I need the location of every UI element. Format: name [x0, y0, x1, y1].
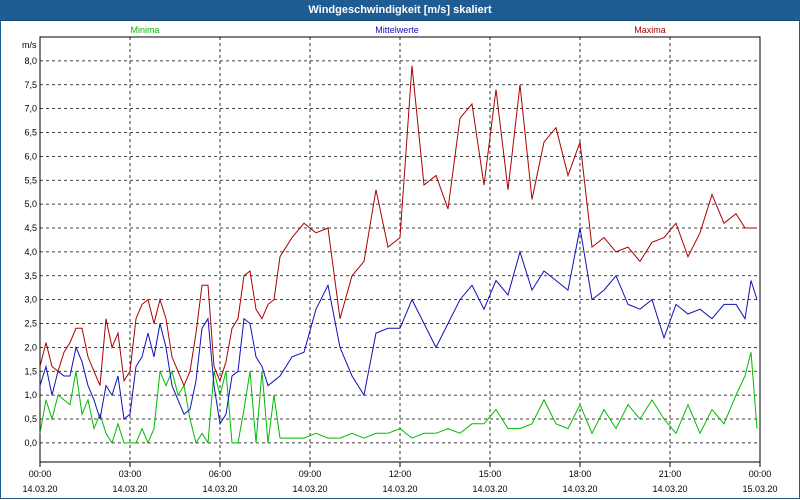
x-tick-date: 14.03.20	[292, 484, 327, 494]
x-tick-date: 14.03.20	[112, 484, 147, 494]
x-tick-date: 14.03.20	[562, 484, 597, 494]
y-tick-label: 5,0	[24, 199, 37, 209]
x-tick-time: 06:00	[209, 469, 232, 479]
x-tick-time: 00:00	[749, 469, 772, 479]
legend-entry-minima: Minima	[130, 25, 159, 35]
y-tick-label: 6,5	[24, 128, 37, 138]
x-tick-time: 12:00	[389, 469, 412, 479]
y-tick-label: 4,5	[24, 223, 37, 233]
y-tick-label: 7,5	[24, 80, 37, 90]
y-tick-label: 3,5	[24, 271, 37, 281]
y-tick-label: 4,0	[24, 247, 37, 257]
x-tick-time: 18:00	[569, 469, 592, 479]
x-tick-date: 14.03.20	[382, 484, 417, 494]
y-tick-label: 1,5	[24, 366, 37, 376]
legend-entry-mittelwerte: Mittelwerte	[375, 25, 419, 35]
x-tick-date: 15.03.20	[742, 484, 777, 494]
y-tick-label: 0,0	[24, 438, 37, 448]
x-tick-labels: 00:00 14.03.20 03:00 14.03.20 06:00 14.03.20 0…	[22, 469, 777, 494]
series-line-minima	[39, 352, 758, 445]
x-tick-date: 14.03.20	[652, 484, 687, 494]
legend-entry-maxima: Maxima	[634, 25, 666, 35]
y-tick-label: 6,0	[24, 151, 37, 161]
y-axis-label: m/s	[22, 40, 37, 50]
legend: Minima Mittelwerte Maxima	[130, 25, 665, 35]
y-tick-label: 2,0	[24, 342, 37, 352]
x-tick-time: 09:00	[299, 469, 322, 479]
y-tick-label: 7,0	[24, 104, 37, 114]
axes	[39, 36, 761, 467]
y-tick-label: 0,5	[24, 414, 37, 424]
x-tick-date: 14.03.20	[202, 484, 237, 494]
series-line-mittelwerte	[39, 227, 758, 426]
y-tick-label: 3,0	[24, 295, 37, 305]
x-tick-time: 03:00	[119, 469, 142, 479]
chart-title-bar	[0, 0, 800, 21]
series-line-maxima	[39, 65, 757, 387]
grid-lines	[40, 37, 760, 462]
x-tick-date: 14.03.20	[472, 484, 507, 494]
y-tick-label: 1,0	[24, 390, 37, 400]
y-tick-label: 2,5	[24, 319, 37, 329]
x-tick-time: 00:00	[29, 469, 52, 479]
x-tick-time: 15:00	[479, 469, 502, 479]
x-tick-time: 21:00	[659, 469, 682, 479]
series-lines	[39, 65, 758, 445]
x-tick-date: 14.03.20	[22, 484, 57, 494]
plot-border	[39, 36, 761, 463]
y-tick-label: 5,5	[24, 175, 37, 185]
chart-title: Windgeschwindigkeit [m/s] skaliert	[308, 4, 492, 16]
y-tick-labels: 0,0 0,5 1,0 1,5 2,0 2,5 3,0 3,5 4,0 4,5 5,0 5,5 6,0 6…	[24, 56, 37, 448]
y-tick-label: 8,0	[24, 56, 37, 66]
